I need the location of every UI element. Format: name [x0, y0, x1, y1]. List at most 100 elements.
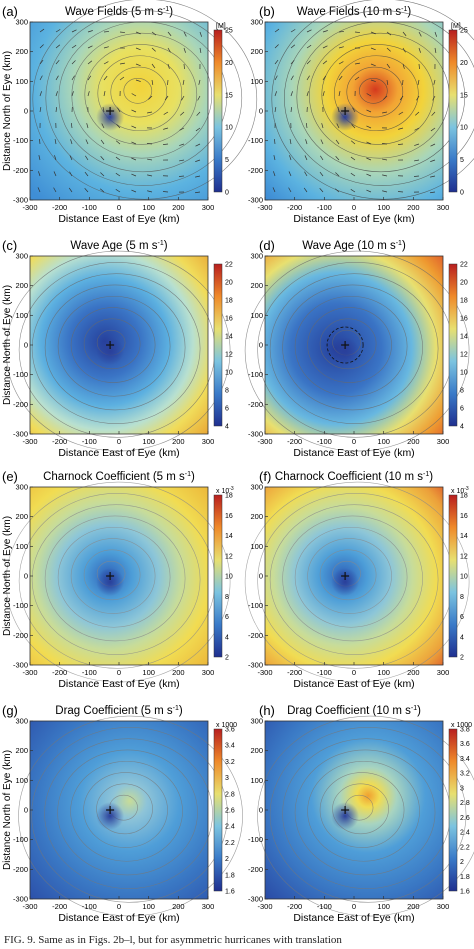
colorbar-tick-label: 5: [225, 157, 229, 164]
y-tick-label: -300: [248, 430, 263, 439]
y-tick-label: -200: [248, 400, 263, 409]
x-tick-label: -200: [287, 203, 302, 212]
y-tick-label: 0: [24, 572, 28, 581]
x-tick-label: -200: [287, 902, 302, 911]
panel-h: (h) Drag Coefficient (10 m s-1) -300 -200 -1…: [248, 703, 474, 924]
colorbar-tick-label: 6: [460, 406, 464, 413]
colorbar-tick-label: 3.2: [460, 771, 470, 778]
x-tick-label: 300: [202, 203, 215, 212]
colorbar-tick-label: 20: [225, 60, 233, 67]
x-tick-label: 200: [407, 902, 420, 911]
panel-title: Drag Coefficient (10 m s-1): [287, 705, 421, 717]
colorbar-unit: x 10-3: [451, 486, 469, 495]
x-tick-label: 100: [142, 437, 155, 446]
x-tick-label: -100: [317, 902, 332, 911]
colorbar-tick-label: 14: [460, 533, 468, 540]
y-axis-label: Distance North of Eye (km): [2, 285, 13, 405]
x-tick-label: -300: [257, 203, 272, 212]
x-tick-label: -300: [22, 203, 37, 212]
y-tick-label: 100: [250, 77, 263, 86]
colorbar-unit: x 10-3: [216, 486, 234, 495]
y-tick-label: 100: [15, 77, 28, 86]
colorbar-tick-label: 1.6: [460, 889, 470, 896]
x-tick-label: 300: [437, 668, 450, 677]
eye-marker-icon: [341, 806, 350, 814]
x-tick-label: 300: [202, 437, 215, 446]
x-tick-label: 200: [407, 203, 420, 212]
eye-low-region: [331, 337, 360, 365]
y-tick-label: -100: [248, 370, 263, 379]
x-tick-label: 100: [377, 902, 390, 911]
y-tick-label: 100: [250, 542, 263, 551]
y-tick-label: 200: [15, 512, 28, 521]
colorbar-tick-label: 10: [225, 574, 233, 581]
colorbar-tick-label: 18: [225, 493, 233, 500]
panel-g: (g) Drag Coefficient (5 m s-1) -300 -200 -10…: [2, 703, 243, 924]
colorbar-tick-label: 10: [460, 370, 468, 377]
colorbar-tick-label: 3.6: [460, 741, 470, 748]
y-tick-label: -300: [13, 895, 28, 904]
x-axis-label: Distance East of Eye (km): [293, 213, 414, 225]
y-tick-label: -200: [13, 400, 28, 409]
colorbar: [213, 728, 223, 892]
colorbar-tick-label: 6: [460, 614, 464, 621]
panel-letter: (c): [2, 238, 17, 253]
colorbar-tick-label: 16: [225, 513, 233, 520]
colorbar-tick-label: 18: [460, 298, 468, 305]
colorbar-tick-label: 15: [460, 92, 468, 99]
wave-direction-arrows: [37, 28, 202, 194]
contour-lines: [5, 481, 231, 683]
colorbar-tick-label: 12: [225, 553, 233, 560]
eye-marker-icon: [106, 341, 115, 349]
y-tick-label: -100: [13, 370, 28, 379]
panel-b: (b) Wave Fields (10 m s-1) -300 -200 -100 0 10…: [248, 0, 474, 225]
y-tick-label: -300: [248, 661, 263, 670]
y-axis-label: Distance North of Eye (km): [2, 516, 13, 636]
x-tick-label: 300: [437, 437, 450, 446]
colorbar-tick-label: 22: [225, 262, 233, 269]
colorbar-tick-label: 2.6: [225, 808, 235, 815]
x-tick-label: -300: [22, 902, 37, 911]
colorbar-tick-label: 4: [460, 424, 464, 431]
colorbar-tick-label: 8: [225, 594, 229, 601]
x-axis-label: Distance East of Eye (km): [58, 213, 179, 225]
eye-low-region: [96, 103, 125, 131]
panel-c: (c) Wave Age (5 m s-1)-300 -200 -100 0 100 200…: [2, 238, 233, 459]
colorbar-tick-label: 2.2: [225, 840, 235, 847]
y-axis-label: Distance North of Eye (km): [2, 750, 13, 870]
y-tick-label: -100: [248, 601, 263, 610]
y-tick-label: -200: [248, 631, 263, 640]
y-tick-label: -200: [13, 865, 28, 874]
x-tick-label: -100: [317, 668, 332, 677]
y-tick-label: -300: [13, 196, 28, 205]
colorbar-tick-label: 8: [225, 388, 229, 395]
x-tick-label: 200: [172, 203, 185, 212]
colorbar-tick-label: 2: [225, 856, 229, 863]
eye-low-region: [96, 337, 125, 365]
panel-d: (d) Wave Age (10 m s-1)-300 -200 -100 0 100 20…: [244, 238, 470, 459]
colorbar-tick-label: 6: [225, 406, 229, 413]
y-tick-label: 0: [259, 341, 263, 350]
x-tick-label: -200: [287, 668, 302, 677]
x-tick-label: -100: [82, 203, 97, 212]
x-tick-label: 100: [377, 668, 390, 677]
colorbar-tick-label: 3: [460, 785, 464, 792]
colorbar-tick-label: 2.6: [460, 815, 470, 822]
panel-letter: (d): [259, 238, 275, 253]
x-tick-label: -200: [52, 437, 67, 446]
rmw-circle: [326, 326, 364, 364]
x-axis-label: Distance East of Eye (km): [293, 447, 414, 459]
x-tick-label: -300: [257, 437, 272, 446]
x-axis-label: Distance East of Eye (km): [58, 678, 179, 690]
x-tick-label: -200: [287, 437, 302, 446]
y-tick-label: -200: [248, 166, 263, 175]
figure-caption: FIG. 9. Same as in Figs. 2b–l, but for a…: [4, 934, 342, 946]
eye-low-region: [96, 802, 125, 830]
colorbar-tick-label: 3.8: [460, 727, 470, 734]
y-tick-label: 300: [250, 252, 263, 261]
colorbar-tick-label: 3.6: [225, 727, 235, 734]
y-tick-label: 300: [15, 18, 28, 27]
x-tick-label: 0: [352, 437, 356, 446]
x-tick-label: -200: [52, 668, 67, 677]
x-tick-label: 100: [142, 668, 155, 677]
